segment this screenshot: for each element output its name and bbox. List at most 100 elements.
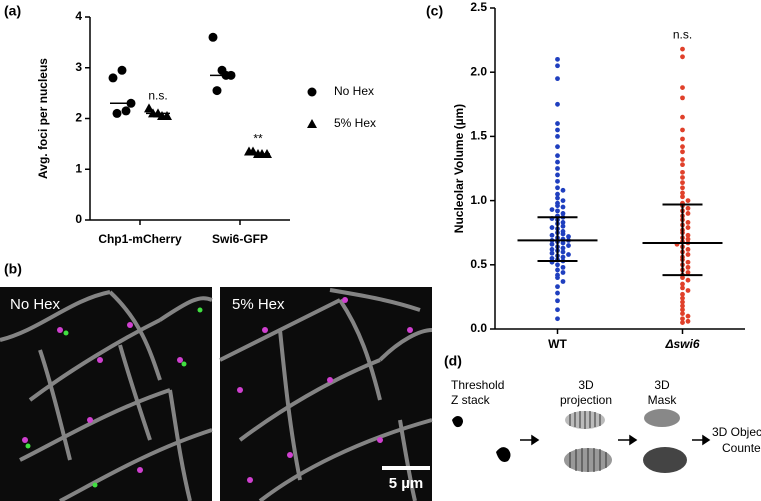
- data-point: [680, 285, 685, 291]
- data-point: [555, 267, 560, 273]
- data-point: [555, 298, 560, 304]
- scale-bar-label: 5 µm: [389, 475, 424, 492]
- data-point: [685, 277, 691, 283]
- data-point: [680, 311, 685, 316]
- data-point: [685, 220, 691, 225]
- data-point: [685, 236, 691, 242]
- data-point: [560, 279, 566, 284]
- image-label: 5% Hex: [232, 296, 285, 313]
- y-axis-label: Avg. foci per nucleus: [36, 58, 50, 179]
- data-point: [680, 190, 685, 196]
- scale-bar: [382, 466, 430, 470]
- data-point: [680, 162, 685, 168]
- data-point: [560, 223, 566, 229]
- y-tick-label: 0: [75, 212, 82, 226]
- data-point: [560, 254, 566, 260]
- data-point: [680, 320, 685, 325]
- x-tick-label: Chp1-mCherry: [98, 232, 182, 246]
- data-point: [555, 275, 560, 281]
- data-point: [560, 240, 566, 246]
- y-tick-label: 2: [75, 111, 82, 125]
- y-tick-label: 0.5: [470, 257, 487, 271]
- data-point: [560, 187, 566, 193]
- data-point: [680, 316, 685, 322]
- diagram: [452, 409, 711, 473]
- data-point: [680, 303, 685, 309]
- data-point: [117, 65, 127, 75]
- x-tick-label: Δswi6: [664, 337, 699, 351]
- data-point: [121, 106, 131, 116]
- micrograph-right: [219, 287, 433, 501]
- step-label: Counter: [722, 441, 761, 455]
- data-point: [680, 114, 685, 120]
- micrograph-left: [0, 287, 213, 501]
- data-point: [685, 270, 691, 275]
- x-tick-label: WT: [548, 337, 567, 351]
- data-point: [555, 101, 560, 107]
- data-point: [549, 255, 555, 261]
- data-point: [566, 252, 571, 257]
- y-tick-label: 0.0: [470, 321, 487, 335]
- data-point: [680, 291, 685, 297]
- data-point: [555, 127, 560, 133]
- data-point: [549, 232, 555, 238]
- data-point: [685, 211, 691, 216]
- data-point: [555, 195, 560, 201]
- data-point: [680, 180, 685, 186]
- data-point: [157, 110, 167, 120]
- data-point: [307, 87, 317, 97]
- data-point: [144, 103, 154, 113]
- data-point: [685, 288, 691, 293]
- data-point: [555, 284, 560, 290]
- data-point: [555, 121, 560, 126]
- data-point: [560, 249, 566, 255]
- data-point: [680, 46, 685, 52]
- annotation: n.s.: [148, 89, 167, 103]
- data-point: [549, 246, 555, 252]
- data-point: [549, 207, 555, 212]
- data-point: [555, 316, 560, 322]
- data-point: [680, 299, 685, 305]
- step-label: Z stack: [451, 393, 491, 407]
- data-point: [555, 134, 560, 139]
- panel-label: (b): [4, 261, 22, 277]
- data-point: [680, 281, 685, 287]
- data-point: [680, 295, 685, 301]
- data-point: [555, 153, 560, 159]
- data-point: [555, 178, 560, 184]
- data-point: [566, 243, 571, 248]
- data-point: [560, 245, 566, 251]
- data-point: [555, 63, 560, 69]
- data-point: [685, 225, 691, 230]
- data-point: [680, 185, 685, 191]
- data-point: [555, 159, 560, 165]
- panel-label: (d): [444, 353, 462, 369]
- data-point: [685, 252, 691, 257]
- data-point: [566, 234, 571, 239]
- data-point: [680, 149, 685, 155]
- y-tick-label: 2.5: [470, 0, 487, 14]
- y-tick-label: 1.0: [470, 193, 487, 207]
- data-point: [555, 208, 560, 214]
- data-point: [685, 259, 691, 265]
- data-point: [685, 264, 691, 270]
- data-point: [212, 86, 222, 96]
- data-point: [555, 166, 560, 171]
- data-point: [555, 191, 560, 197]
- data-point: [549, 250, 555, 256]
- image-label: No Hex: [10, 296, 61, 313]
- data-point: [549, 225, 555, 230]
- data-point: [560, 220, 566, 225]
- data-point: [549, 241, 555, 247]
- data-point: [112, 108, 122, 118]
- data-point: [555, 307, 560, 313]
- step-label: 3D: [654, 378, 670, 392]
- step-label: Threshold: [451, 378, 504, 392]
- data-point: [560, 264, 566, 270]
- legend-label: No Hex: [334, 84, 374, 98]
- data-point: [555, 144, 560, 150]
- data-point: [555, 290, 560, 296]
- data-point: [680, 175, 685, 180]
- legend-label: 5% Hex: [334, 116, 376, 130]
